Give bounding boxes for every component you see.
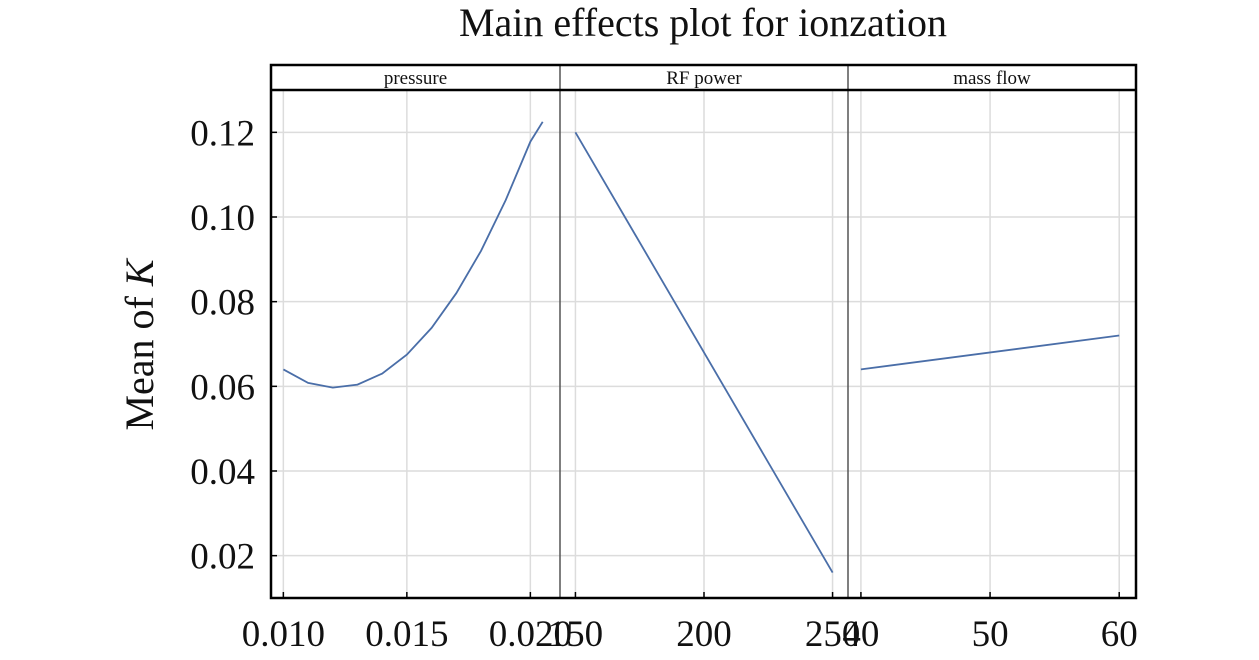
panel-strip-label: mass flow [953, 68, 1031, 89]
x-tick-label: 0.020 [489, 614, 572, 655]
x-tick-label: 250 [805, 614, 861, 655]
plot-frame [269, 63, 1138, 600]
chart-title: Main effects plot for ionzation [459, 0, 947, 45]
y-axis-label: Mean of K [117, 257, 162, 430]
series-line-rf-power [574, 131, 834, 574]
plot-area: 0.010 0.015 0.020 pressure 150 200 250 RF power… [190, 63, 1138, 655]
x-tick-label: 60 [1101, 614, 1138, 655]
panel-strip-label: RF power [666, 68, 742, 89]
x-tick-label: 0.010 [242, 614, 325, 655]
x-tick-label: 200 [676, 614, 732, 655]
y-tick-label: 0.08 [190, 283, 255, 324]
y-tick-label: 0.02 [190, 537, 255, 578]
y-tick-label: 0.10 [190, 198, 255, 239]
x-tick-label: 40 [842, 614, 879, 655]
x-tick-label: 50 [972, 614, 1009, 655]
y-axis-label-text: Mean of [117, 286, 162, 430]
x-tick-label: 0.015 [365, 614, 448, 655]
panel-strip-label: pressure [384, 68, 447, 89]
series-line-pressure [282, 121, 544, 389]
x-tick-label: 150 [548, 614, 604, 655]
y-tick-label: 0.06 [190, 367, 255, 408]
y-tick-label: 0.04 [190, 452, 255, 493]
y-axis-label-variable: K [117, 257, 162, 287]
series-line-mass-flow [860, 334, 1120, 371]
y-tick-label: 0.12 [190, 113, 255, 154]
